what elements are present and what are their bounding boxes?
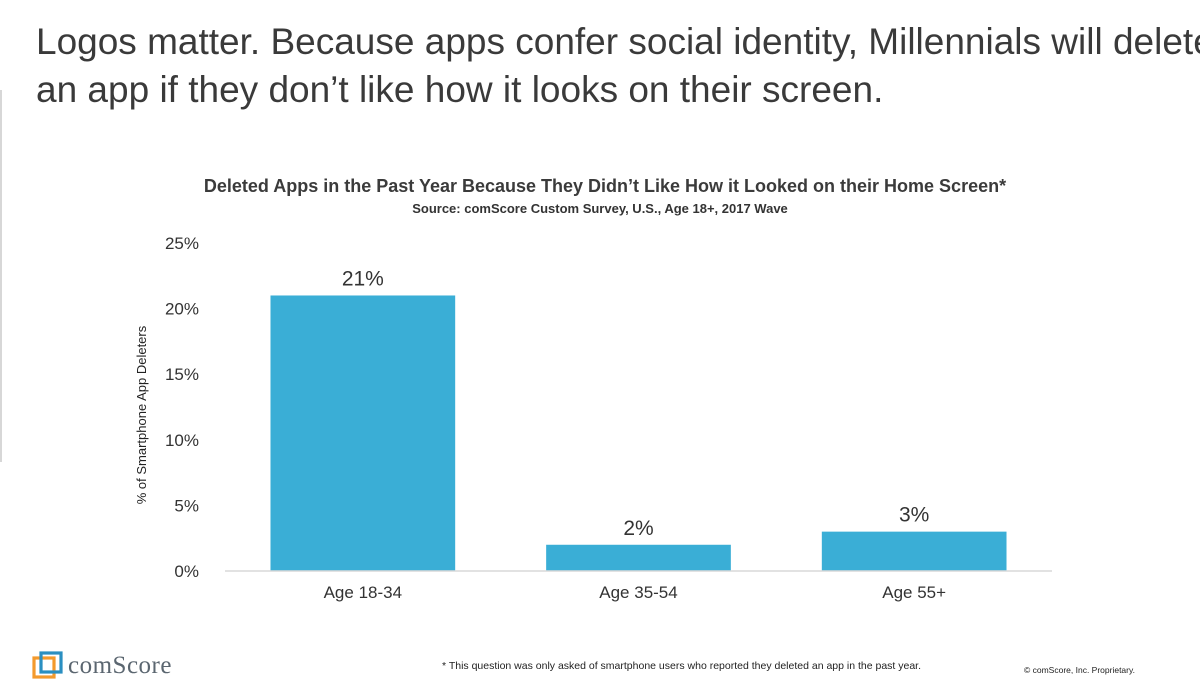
y-axis-ticks: 0% 5% 10% 15% 20% 25% xyxy=(165,234,199,581)
x-tick-label: Age 55+ xyxy=(882,583,946,602)
y-tick-label: 20% xyxy=(165,300,199,319)
logo-wordmark: comScore xyxy=(68,652,172,679)
slide-title-line-1: Logos matter. Because apps confer social… xyxy=(36,21,1200,62)
y-tick-label: 25% xyxy=(165,234,199,253)
y-tick-label: 10% xyxy=(165,431,199,450)
copyright: © comScore, Inc. Proprietary. xyxy=(1024,665,1135,675)
slide-title: Logos matter. Because apps confer social… xyxy=(36,18,1200,114)
x-tick-label: Age 35-54 xyxy=(599,583,677,602)
bar-data-label: 21% xyxy=(342,267,384,290)
bar xyxy=(821,531,1007,571)
footnote: * This question was only asked of smartp… xyxy=(442,660,922,672)
bars xyxy=(270,295,1007,571)
bar-data-label: 3% xyxy=(899,504,929,527)
comscore-logo-icon xyxy=(32,651,63,679)
bar-data-label: 2% xyxy=(623,517,653,540)
bar xyxy=(270,295,456,571)
x-tick-label: Age 18-34 xyxy=(324,583,402,602)
chart-subtitle: Source: comScore Custom Survey, U.S., Ag… xyxy=(412,201,788,216)
x-axis-labels: Age 18-34 Age 35-54 Age 55+ xyxy=(324,583,947,602)
left-divider xyxy=(0,90,2,462)
y-tick-label: 15% xyxy=(165,365,199,384)
slide-title-line-2: an app if they don’t like how it looks o… xyxy=(36,69,884,110)
y-tick-label: 5% xyxy=(174,496,199,515)
y-axis-label: % of Smartphone App Deleters xyxy=(134,325,149,504)
bar xyxy=(546,544,731,571)
y-tick-label: 0% xyxy=(174,562,199,581)
bar-data-labels: 21% 2% 3% xyxy=(342,267,930,539)
chart-title: Deleted Apps in the Past Year Because Th… xyxy=(203,176,1007,196)
comscore-logo: comScore xyxy=(32,651,172,681)
